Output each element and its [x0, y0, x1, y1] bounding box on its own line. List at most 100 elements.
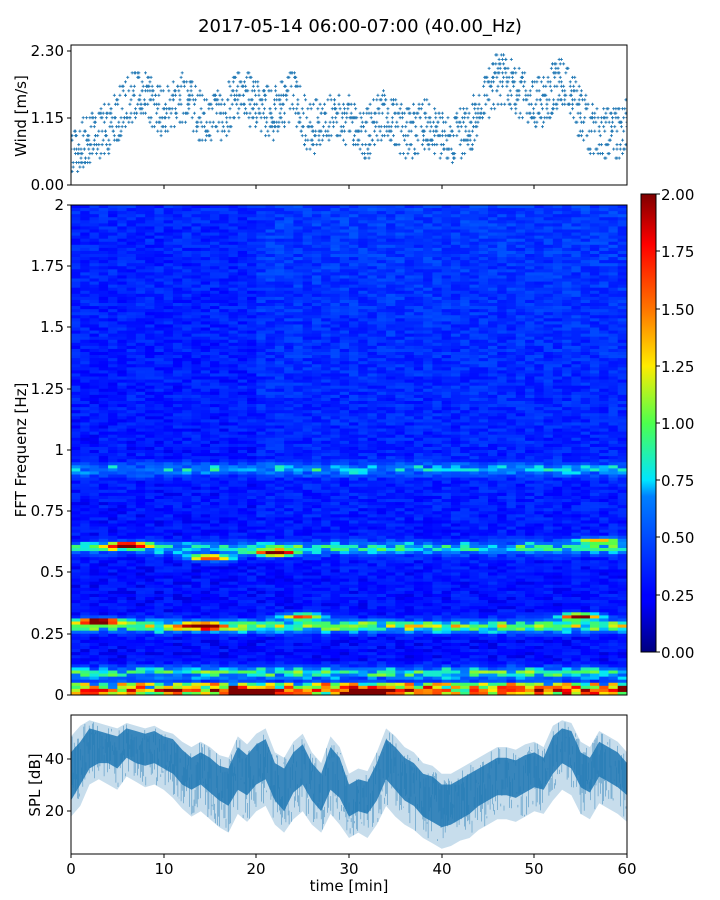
spectrogram-cell — [432, 217, 443, 221]
spectrogram-cell — [349, 254, 359, 258]
spectrogram-cell — [580, 333, 591, 338]
spectrogram-cell — [460, 345, 470, 350]
spectrogram-cell — [200, 327, 211, 331]
spectrogram-cell — [562, 211, 572, 215]
spectrogram-cell — [349, 278, 359, 282]
spectrogram-cell — [256, 330, 266, 335]
spectrogram-cell — [506, 281, 517, 286]
spectrogram-cell — [395, 373, 405, 377]
spectrogram-cell — [617, 303, 628, 307]
wind-point — [615, 129, 619, 133]
spectrogram-cell — [571, 358, 582, 362]
spectrogram-cell — [608, 244, 619, 249]
spectrogram-cell — [525, 205, 535, 209]
wind-point — [472, 93, 476, 97]
wind-point — [303, 93, 307, 97]
spectrogram-cell — [543, 278, 554, 282]
spectrogram-cell — [265, 263, 276, 267]
spectrogram-cell — [311, 339, 322, 344]
spectrogram-cell — [98, 278, 109, 282]
spectrogram-cell — [98, 339, 109, 344]
spectrogram-cell — [349, 235, 359, 240]
spectrogram-cell — [237, 250, 248, 255]
wind-point — [186, 111, 190, 115]
spectrogram-cell — [284, 254, 294, 258]
spectrogram-cell — [488, 217, 498, 221]
spectrogram-cell — [404, 229, 415, 233]
spectrogram-cell — [163, 373, 174, 377]
spectrogram-cell — [172, 348, 183, 353]
spectrogram-cell — [460, 379, 470, 384]
wind-point — [345, 111, 349, 115]
spectrogram-cell — [552, 293, 563, 298]
spectrogram-cell — [302, 254, 313, 258]
spectrogram-cell — [460, 247, 470, 252]
spectrogram-cell — [543, 269, 554, 273]
spectrogram-heatmap — [71, 205, 628, 696]
spectrogram-cell — [163, 303, 174, 307]
spectrogram-cell — [154, 214, 165, 218]
spectrogram-cell — [413, 281, 424, 286]
wind-point — [586, 102, 590, 106]
wind-point — [81, 165, 85, 169]
wind-point — [404, 156, 408, 160]
spectrogram-cell — [71, 345, 81, 350]
spectrogram-cell — [506, 355, 517, 359]
spectrogram-cell — [145, 214, 155, 218]
spectrogram-cell — [349, 232, 359, 237]
spectrogram-cell — [339, 269, 350, 273]
spectrogram-cell — [599, 348, 609, 353]
spectrogram-cell — [571, 214, 582, 218]
spectrogram-cell — [478, 321, 489, 325]
spectrogram-cell — [534, 336, 544, 341]
spectrogram-cell — [515, 345, 526, 350]
spectrogram-cell — [274, 299, 285, 304]
spectrogram-cell — [450, 208, 461, 212]
wind-point — [366, 147, 370, 151]
spectrogram-cell — [219, 361, 229, 365]
wind-point — [464, 111, 468, 115]
spectrogram-cell — [441, 373, 452, 377]
spectrogram-cell — [580, 272, 591, 276]
spectrogram-cell — [191, 223, 202, 227]
wind-point — [311, 143, 315, 147]
wind-point — [133, 116, 137, 120]
spectrogram-cell — [98, 238, 109, 243]
wind-point — [171, 98, 175, 102]
spectrogram-cell — [395, 266, 405, 270]
wind-point — [81, 116, 85, 120]
spectrogram-cell — [580, 226, 591, 230]
spectrogram-cell — [330, 287, 341, 292]
wind-point — [377, 107, 381, 111]
wind-point — [137, 71, 141, 75]
spectrogram-cell — [367, 358, 378, 362]
spectrogram-cell — [469, 269, 480, 273]
spectrogram-cell — [154, 379, 165, 384]
spectrogram-cell — [469, 324, 480, 328]
spectrogram-cell — [395, 211, 405, 215]
spectrogram-cell — [534, 293, 544, 298]
spectrogram-cell — [515, 352, 526, 356]
spectrogram-cell — [339, 257, 350, 261]
wind-point — [507, 75, 511, 79]
spectrogram-cell — [265, 254, 276, 258]
wind-point — [383, 134, 387, 138]
spectrogram-cell — [210, 345, 220, 350]
spectrogram-cell — [219, 211, 229, 215]
spectrogram-cell — [571, 336, 582, 341]
spectrogram-cell — [358, 278, 368, 282]
spectrogram-cell — [219, 309, 229, 313]
spectrogram-cell — [460, 370, 470, 374]
spectrogram-cell — [608, 355, 619, 359]
spectrogram-cell — [321, 376, 331, 380]
spectrogram-cell — [163, 211, 174, 215]
spectrogram-cell — [89, 217, 100, 221]
spectrogram-cell — [293, 358, 304, 362]
wind-point — [250, 98, 254, 102]
spectrogram-cell — [404, 278, 415, 282]
spectrogram-cell — [376, 287, 387, 292]
wind-point — [93, 120, 97, 124]
wind-point — [274, 84, 278, 88]
spectrogram-cell — [589, 232, 600, 237]
spectrogram-cell — [89, 211, 100, 215]
